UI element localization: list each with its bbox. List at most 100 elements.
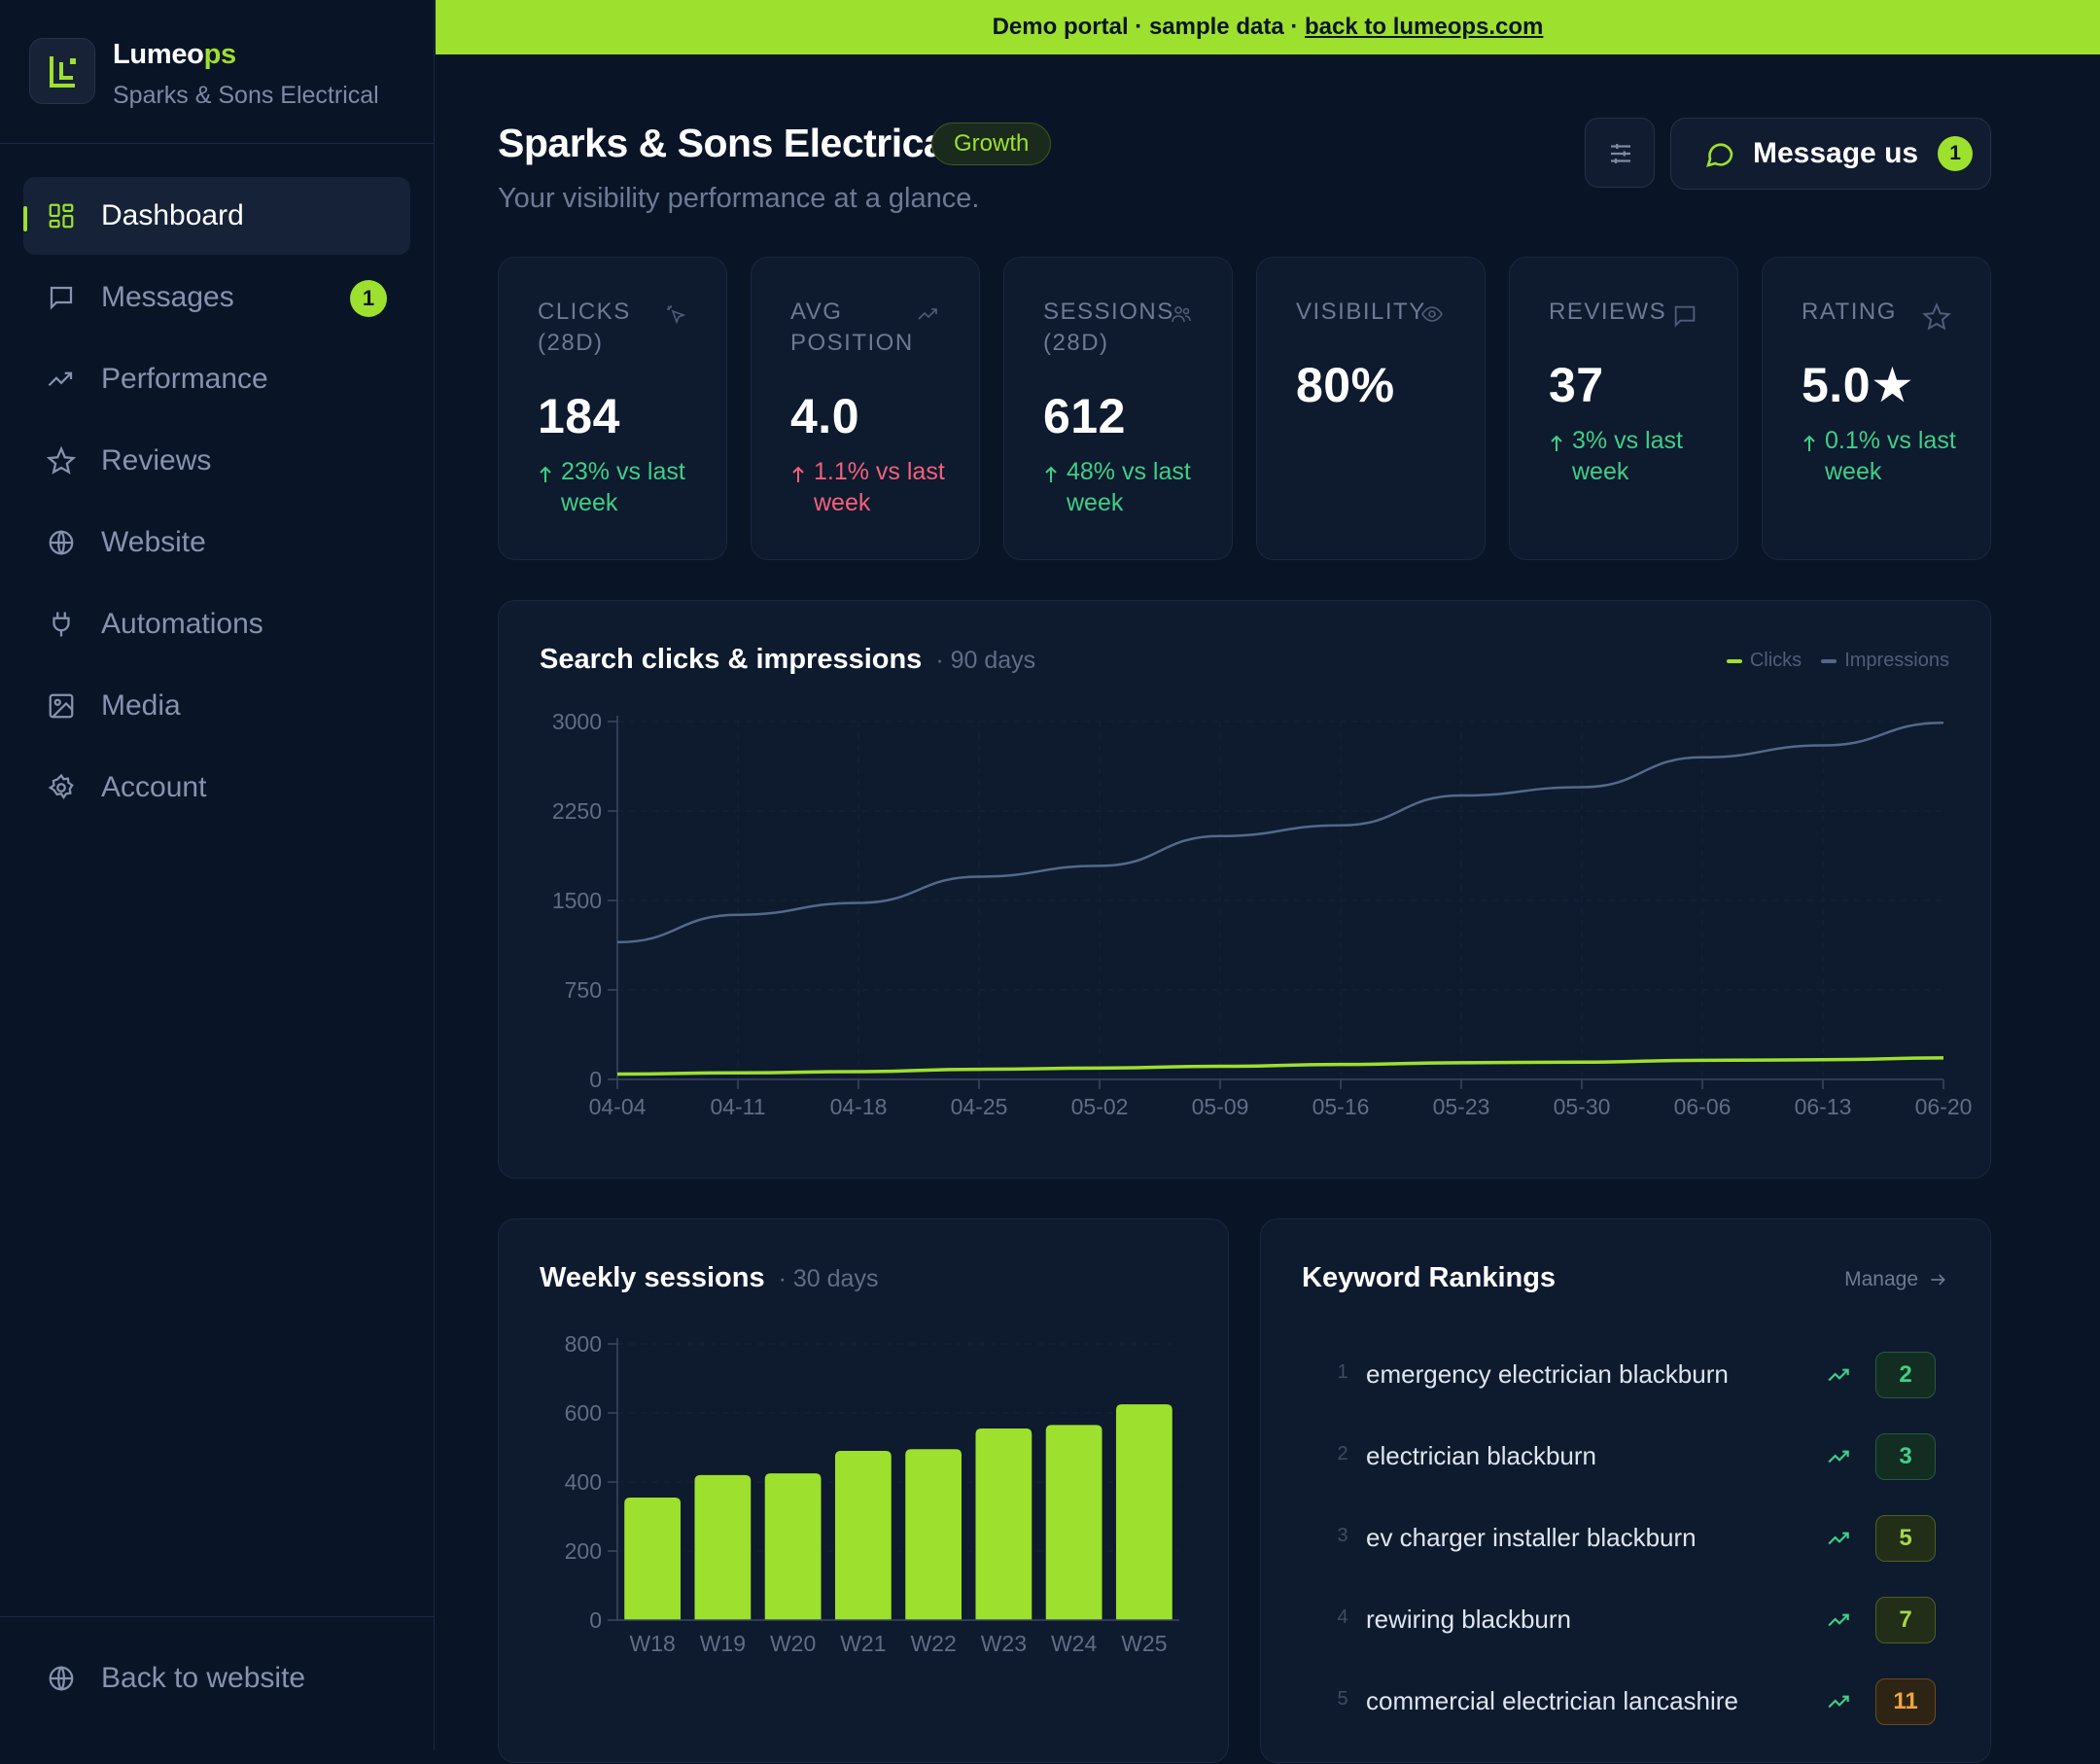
keyword-list: 1 emergency electrician blackburn 2 2 el… bbox=[1302, 1336, 1943, 1745]
sidebar-item-performance[interactable]: Performance bbox=[23, 340, 410, 418]
stat-label: SESSIONS (28D) bbox=[1043, 299, 1174, 356]
y-tick-label: 200 bbox=[565, 1538, 602, 1564]
x-tick-label: 05-23 bbox=[1433, 1094, 1490, 1119]
back-to-website-link[interactable]: Back to website bbox=[47, 1662, 305, 1695]
sidebar-item-label: Reviews bbox=[101, 444, 212, 476]
stat-card-visibility[interactable]: VISIBILITY 80% bbox=[1256, 257, 1486, 560]
y-tick-label: 2250 bbox=[552, 798, 602, 824]
stat-card-rating[interactable]: RATING 5.0★ 0.1% vs last week bbox=[1762, 257, 1991, 560]
stat-label: AVG POSITION bbox=[790, 299, 914, 356]
stat-delta: 23% vs last week bbox=[538, 456, 703, 518]
stat-card-reviews[interactable]: REVIEWS 37 3% vs last week bbox=[1509, 257, 1738, 560]
lumeops-logo[interactable] bbox=[29, 38, 95, 104]
x-tick-label: W23 bbox=[981, 1631, 1027, 1656]
legend-impressions[interactable]: Impressions bbox=[1821, 650, 1949, 672]
bar-w19 bbox=[694, 1474, 752, 1620]
bar-w20 bbox=[764, 1473, 822, 1620]
sessions-chart: 0 200 400 600 800 W18 W19 W20 W21 W22 W23 W24 W25 bbox=[565, 1331, 1179, 1656]
trending-up-icon bbox=[1828, 1613, 1849, 1627]
x-tick-label: 04-25 bbox=[951, 1094, 1008, 1119]
keyword-row[interactable]: 4 rewiring blackburn 7 bbox=[1302, 1581, 1943, 1663]
search-chart-legend: Clicks Impressions bbox=[1707, 650, 1949, 672]
keyword-rankings-panel: Keyword Rankings Manage 1 emergency elec… bbox=[1260, 1218, 1991, 1763]
sessions-chart-panel: Weekly sessions · 30 days 0 200 400 600 800 W1… bbox=[498, 1218, 1229, 1763]
message-us-button[interactable]: Message us 1 bbox=[1670, 118, 1991, 190]
sidebar-item-label: Account bbox=[101, 771, 207, 803]
sidebar-item-website[interactable]: Website bbox=[23, 504, 410, 582]
y-tick-label: 0 bbox=[589, 1607, 602, 1633]
arrow-up-icon bbox=[792, 466, 804, 482]
stat-delta: 0.1% vs last week bbox=[1802, 425, 1967, 487]
client-name: Sparks & Sons Electrical bbox=[113, 82, 379, 109]
x-tick-label: W18 bbox=[629, 1631, 675, 1656]
grid-icon bbox=[49, 203, 74, 229]
back-to-website-label: Back to website bbox=[101, 1662, 306, 1694]
keyword-rank: 1 bbox=[1337, 1361, 1348, 1383]
arrow-right-icon bbox=[1931, 1274, 1945, 1286]
search-chart-range: · 90 days bbox=[935, 647, 1036, 674]
y-tick-label: 600 bbox=[565, 1400, 602, 1426]
keyword-row[interactable]: 3 ev charger installer blackburn 5 bbox=[1302, 1499, 1943, 1581]
trending-up-icon bbox=[48, 371, 73, 387]
x-tick-label: W22 bbox=[910, 1631, 956, 1656]
demo-banner-text: Demo portal · sample data · bbox=[992, 14, 1305, 40]
message-square-icon bbox=[50, 286, 73, 310]
x-tick-label: 05-02 bbox=[1071, 1094, 1129, 1119]
sidebar-item-label: Website bbox=[101, 526, 206, 558]
x-tick-label: 04-11 bbox=[710, 1094, 765, 1119]
trending-up-icon bbox=[1828, 1695, 1849, 1709]
sidebar-item-automations[interactable]: Automations bbox=[23, 585, 410, 663]
users-icon bbox=[1172, 306, 1191, 323]
y-tick-label: 400 bbox=[565, 1469, 602, 1495]
sidebar-item-account[interactable]: Account bbox=[23, 749, 410, 827]
keyword-position-badge: 7 bbox=[1875, 1597, 1936, 1643]
stat-card-clicks[interactable]: CLICKS (28D) 184 23% vs last week bbox=[498, 257, 727, 560]
sidebar: Lumeops Sparks & Sons Electrical Dashboa… bbox=[0, 0, 435, 1750]
sidebar-item-media[interactable]: Media bbox=[23, 667, 410, 745]
keyword-row[interactable]: 5 commercial electrician lancashire 11 bbox=[1302, 1663, 1943, 1745]
sidebar-item-messages[interactable]: Messages 1 bbox=[23, 259, 410, 336]
bar-w25 bbox=[1115, 1404, 1172, 1620]
sessions-chart-title: Weekly sessions · 30 days bbox=[540, 1262, 879, 1293]
series-line-clicks bbox=[616, 1056, 1944, 1076]
y-tick-label: 1500 bbox=[552, 888, 602, 913]
manage-keywords-link[interactable]: Manage bbox=[1844, 1268, 1947, 1291]
bar-w18 bbox=[624, 1497, 682, 1620]
y-tick-label: 0 bbox=[589, 1067, 602, 1092]
message-us-label: Message us bbox=[1753, 137, 1919, 169]
x-tick-label: W21 bbox=[840, 1631, 886, 1656]
star-icon bbox=[1922, 302, 1951, 331]
search-chart-panel: Search clicks & impressions · 90 days Cli… bbox=[498, 600, 1991, 1179]
legend-clicks[interactable]: Clicks bbox=[1726, 650, 1802, 672]
search-chart-title: Search clicks & impressions · 90 days bbox=[540, 644, 1036, 675]
sidebar-item-dashboard[interactable]: Dashboard bbox=[23, 177, 410, 255]
message-square-icon bbox=[1674, 305, 1696, 328]
page-subtitle: Your visibility performance at a glance. bbox=[498, 183, 980, 214]
keyword-row[interactable]: 2 electrician blackburn 3 bbox=[1302, 1418, 1943, 1499]
keyword-term: commercial electrician lancashire bbox=[1366, 1686, 1738, 1715]
stat-value: 4.0 bbox=[790, 389, 860, 443]
y-tick-label: 800 bbox=[565, 1331, 602, 1357]
stat-card-avg-position[interactable]: AVG POSITION 4.0 1.1% vs last week bbox=[751, 257, 980, 560]
bar-w23 bbox=[975, 1428, 1032, 1620]
globe-icon bbox=[49, 1666, 74, 1691]
stat-delta: 48% vs last week bbox=[1043, 456, 1208, 518]
sidebar-item-reviews[interactable]: Reviews bbox=[23, 422, 410, 500]
stat-card-sessions[interactable]: SESSIONS (28D) 612 48% vs last week bbox=[1003, 257, 1233, 560]
keyword-position-badge: 2 bbox=[1875, 1352, 1936, 1398]
gear-icon bbox=[48, 773, 74, 800]
image-icon bbox=[49, 693, 74, 719]
x-tick-label: 05-30 bbox=[1554, 1094, 1611, 1119]
filter-button[interactable] bbox=[1585, 118, 1655, 188]
keyword-row[interactable]: 1 emergency electrician blackburn 2 bbox=[1302, 1336, 1943, 1418]
messages-count-badge: 1 bbox=[350, 280, 387, 317]
stat-value: 80% bbox=[1296, 358, 1395, 412]
keyword-term: rewiring blackburn bbox=[1366, 1605, 1571, 1634]
trending-up-icon bbox=[1828, 1450, 1849, 1464]
stat-label: REVIEWS bbox=[1549, 299, 1667, 325]
bar-w24 bbox=[1045, 1425, 1102, 1620]
sidebar-item-label: Dashboard bbox=[101, 199, 244, 231]
page-title: Sparks & Sons Electrical bbox=[498, 121, 957, 165]
back-to-lumeops-link[interactable]: back to lumeops.com bbox=[1305, 14, 1544, 40]
x-tick-label: 06-06 bbox=[1674, 1094, 1732, 1119]
